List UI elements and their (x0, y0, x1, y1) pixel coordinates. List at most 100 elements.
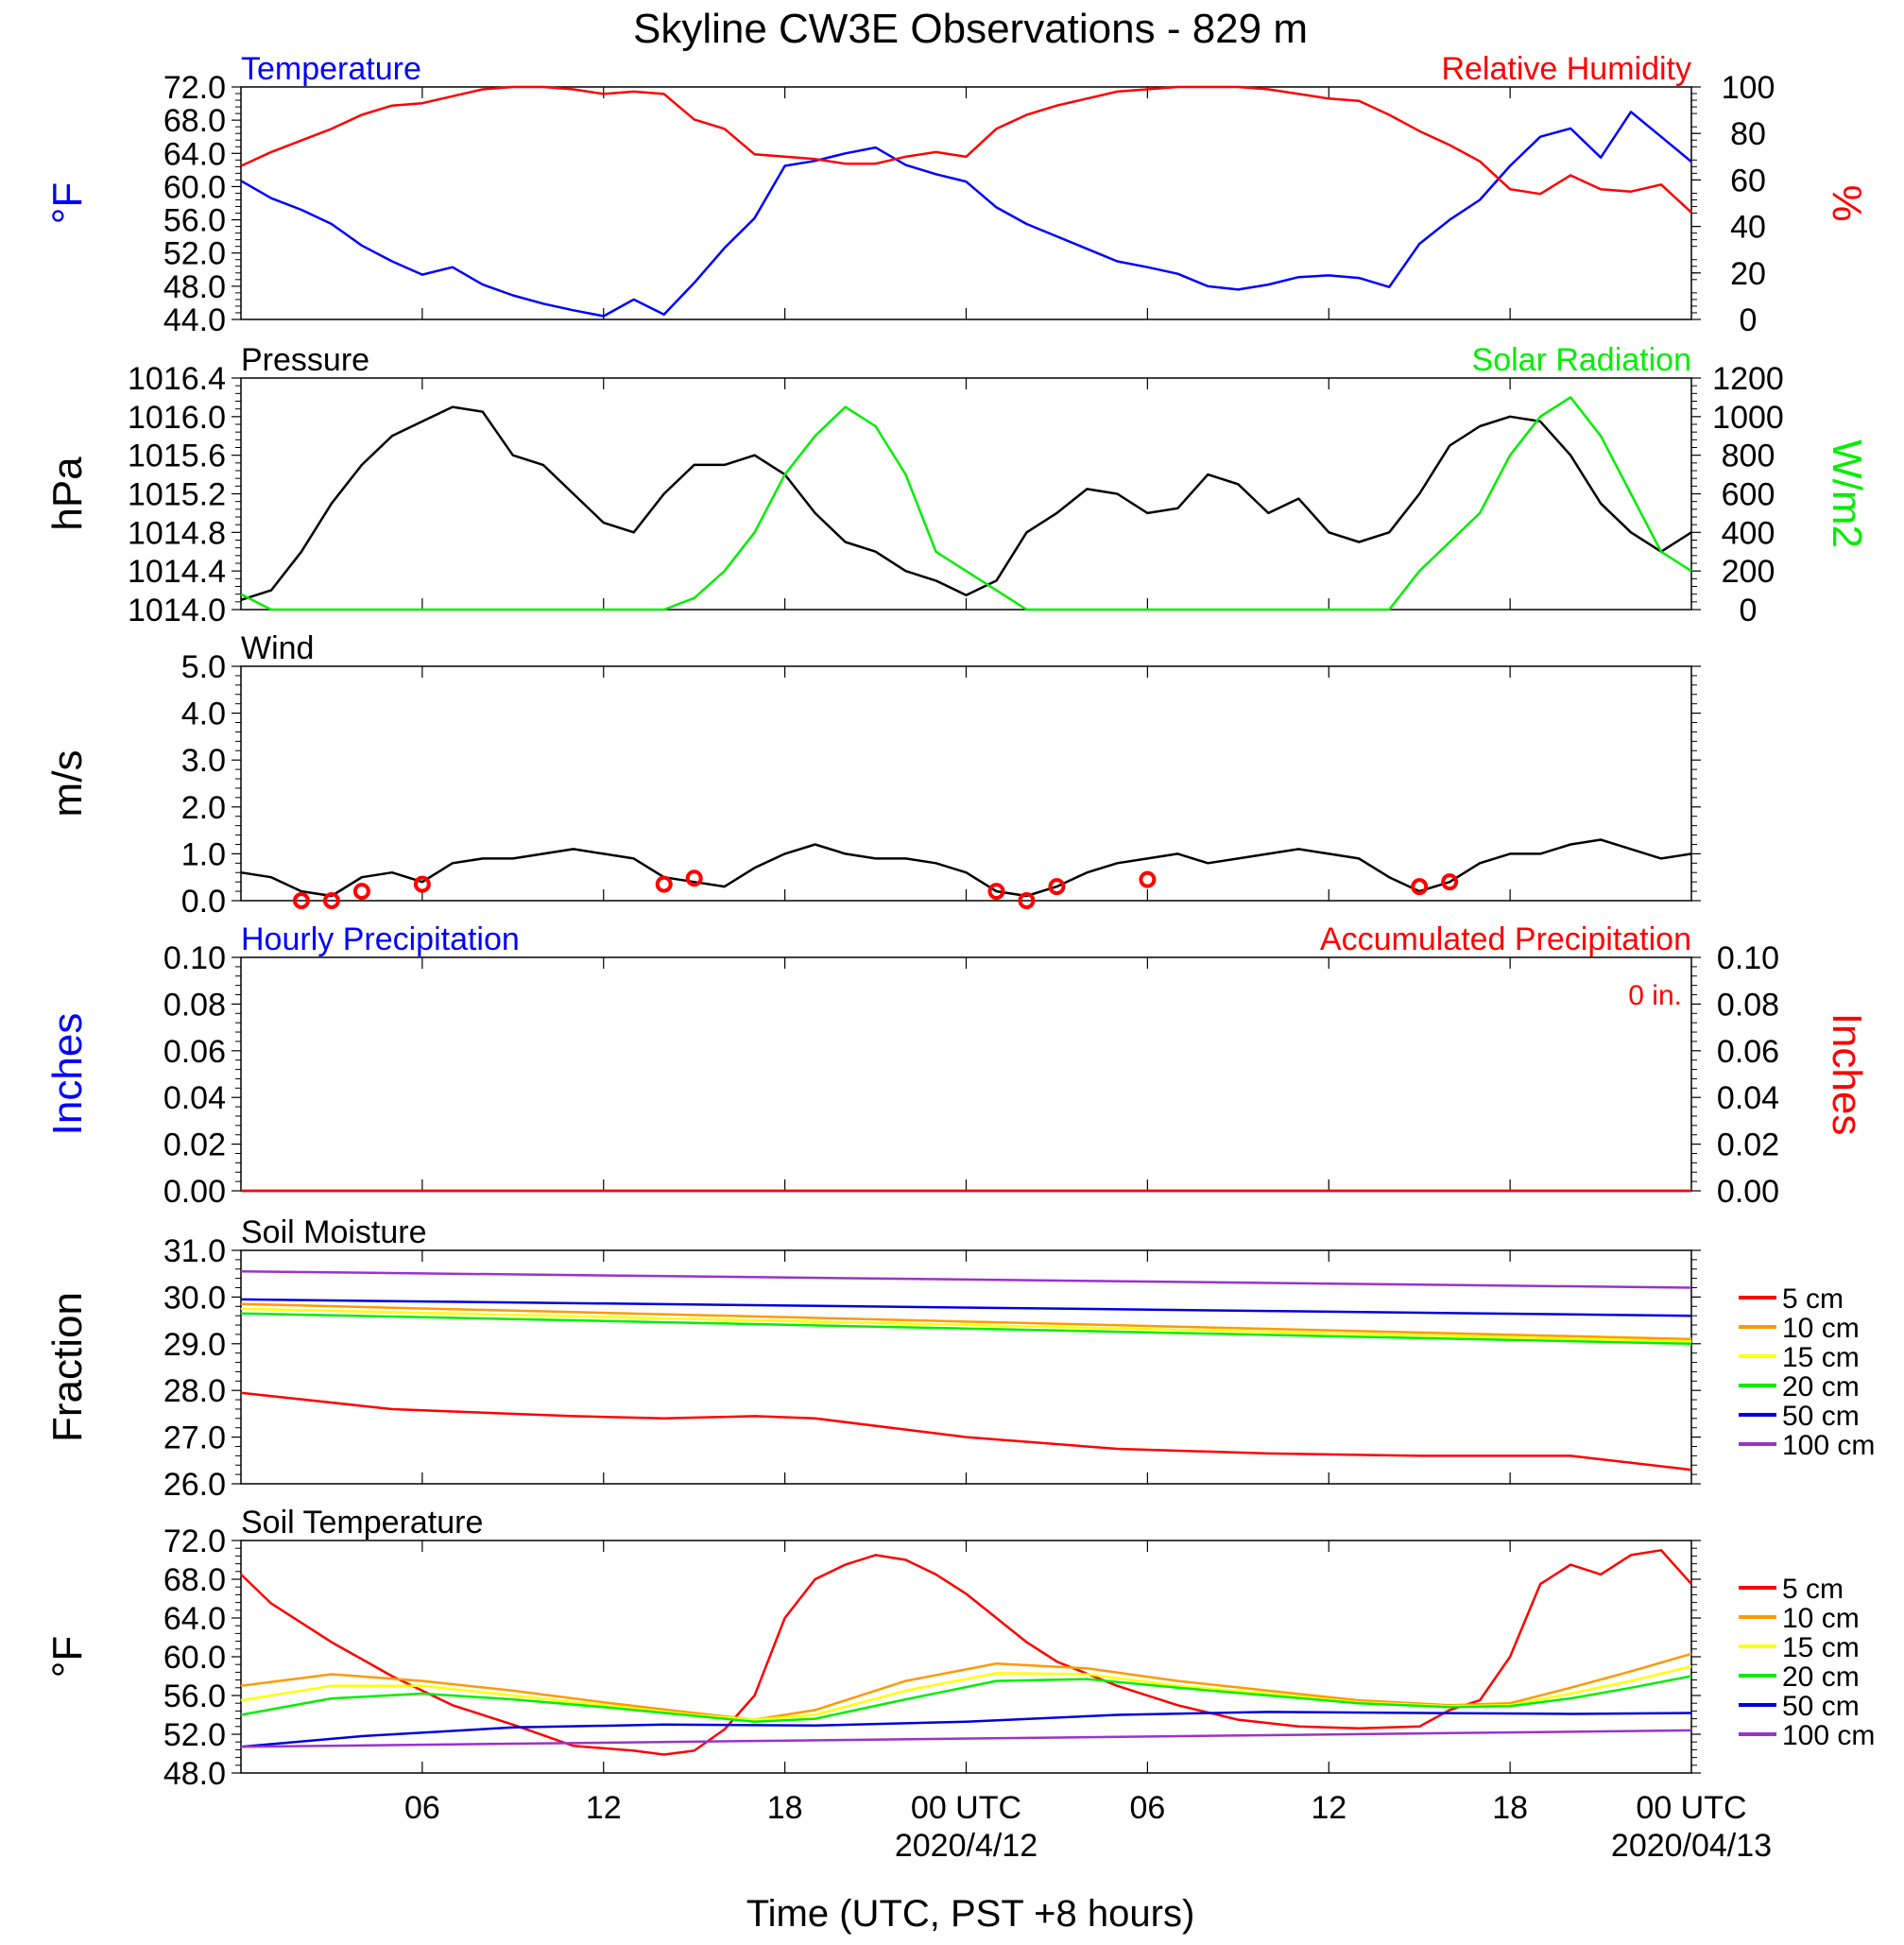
y-axis-label-right: W/m2 (1824, 439, 1870, 548)
y-tick-label-right: 60 (1730, 163, 1766, 198)
y-axis-label-right: Inches (1824, 1013, 1870, 1136)
y-tick-label-left: 1014.4 (128, 554, 226, 590)
y-tick-label-left: 56.0 (163, 1678, 226, 1714)
y-tick-label-left: 52.0 (163, 236, 226, 272)
wind-calm-marker (413, 875, 431, 893)
series-line-solar-radiation (240, 396, 1692, 611)
y-tick-label-left: 29.0 (163, 1327, 226, 1363)
x-tick-label: 06 (404, 1790, 440, 1826)
x-tick-label: 18 (1492, 1790, 1528, 1826)
panels: 72.068.064.060.056.052.048.044.010080604… (44, 51, 1875, 1792)
y-tick-label-left: 3.0 (181, 743, 226, 779)
y-tick-label-right: 100 (1722, 70, 1775, 106)
y-tick-label-right: 1200 (1712, 361, 1784, 397)
x-date-label: 2020/04/13 (1611, 1828, 1772, 1864)
y-tick-label-left: 64.0 (163, 136, 226, 172)
y-tick-label-right: 0.08 (1717, 987, 1779, 1023)
y-tick-label-right: 1000 (1712, 400, 1784, 436)
plot-frame (240, 956, 1692, 1192)
y-tick-label-left: 4.0 (181, 697, 226, 732)
y-tick-label-left: 72.0 (163, 1523, 226, 1559)
y-tick-label-left: 1016.4 (128, 361, 226, 397)
y-tick-label-left: 56.0 (163, 203, 226, 239)
legend-label: 20 cm (1782, 1371, 1860, 1403)
series-line-100-cm (240, 1269, 1692, 1289)
x-tick-label: 00 UTC (911, 1790, 1021, 1826)
x-axis-label: Time (UTC, PST +8 hours) (746, 1893, 1195, 1935)
y-tick-label-left: 1.0 (181, 836, 226, 872)
y-tick-label-left: 26.0 (163, 1467, 226, 1503)
y-tick-label-left: 1015.6 (128, 439, 226, 474)
series-line-10-cm (240, 1302, 1692, 1341)
wind-calm-marker (1048, 878, 1066, 896)
series-line-20-cm (240, 1312, 1692, 1346)
y-tick-label-right: 0 (1740, 593, 1758, 628)
panel-soil-temperature: 72.068.064.060.056.052.048.0 Soil Tempera… (44, 1505, 1875, 1792)
series-line-20-cm (240, 1675, 1692, 1723)
y-axis-label-left: °F (44, 1636, 91, 1678)
panel-title-left: Pressure (241, 342, 369, 378)
y-tick-label-left: 0.06 (163, 1034, 226, 1070)
y-axis-label-left: m/s (44, 750, 91, 818)
panel-pressure-solar: 1016.41016.01015.61015.21014.81014.41014… (44, 342, 1870, 628)
x-tick-label: 00 UTC (1636, 1790, 1746, 1826)
y-tick-label-left: 44.0 (163, 302, 226, 338)
y-tick-label-left: 68.0 (163, 103, 226, 139)
plot-frame (240, 377, 1692, 611)
series-line-50-cm (240, 1298, 1692, 1317)
y-tick-label-left: 0.00 (163, 1174, 226, 1210)
y-tick-label-right: 0.10 (1717, 940, 1779, 976)
y-tick-label-left: 68.0 (163, 1562, 226, 1598)
wind-calm-marker (1441, 873, 1459, 891)
y-axis-label-left: Fraction (44, 1292, 91, 1442)
y-tick-label-right: 400 (1722, 515, 1775, 551)
wind-calm-marker (1411, 878, 1429, 896)
y-tick-label-right: 200 (1722, 554, 1775, 590)
y-tick-label-right: 0.02 (1717, 1127, 1779, 1163)
y-tick-label-right: 0.06 (1717, 1034, 1779, 1070)
wind-calm-marker (1018, 892, 1036, 909)
legend-label: 15 cm (1782, 1342, 1860, 1373)
y-tick-label-left: 48.0 (163, 269, 226, 305)
y-tick-label-left: 0.0 (181, 884, 226, 920)
series-line-5-cm (240, 1391, 1692, 1472)
series-line-50-cm (240, 1711, 1692, 1748)
panel-temp-rh: 72.068.064.060.056.052.048.044.0 100 80 60 4… (44, 51, 1870, 338)
y-axis-label-left: hPa (44, 456, 91, 531)
wind-calm-marker (292, 892, 310, 909)
chart-title: Skyline CW3E Observations - 829 m (633, 6, 1308, 52)
legend-label: 5 cm (1782, 1574, 1844, 1605)
y-tick-label-left: 52.0 (163, 1717, 226, 1753)
y-tick-label-left: 1014.0 (128, 593, 226, 628)
y-tick-label-left: 2.0 (181, 790, 226, 826)
series-line-15-cm (240, 1307, 1692, 1343)
series-line-pressure (240, 405, 1692, 601)
panel-title-left: Hourly Precipitation (241, 921, 520, 957)
x-tick-label: 06 (1129, 1790, 1165, 1826)
panel-title-right: Solar Radiation (1472, 342, 1691, 378)
legend-label: 20 cm (1782, 1661, 1860, 1693)
wind-calm-marker (987, 883, 1005, 901)
legend-label: 10 cm (1782, 1313, 1860, 1344)
legend-label: 50 cm (1782, 1401, 1860, 1432)
y-tick-label-left: 48.0 (163, 1756, 226, 1792)
panel-title-left: Soil Moisture (241, 1214, 427, 1250)
y-tick-label-left: 1016.0 (128, 400, 226, 436)
y-tick-label-left: 0.02 (163, 1127, 226, 1163)
wind-calm-marker (352, 883, 370, 901)
wind-calm-marker (685, 869, 703, 887)
series-line-15-cm (240, 1665, 1692, 1721)
y-tick-label-left: 0.08 (163, 987, 226, 1023)
x-tick-label: 18 (767, 1790, 803, 1826)
y-tick-label-left: 64.0 (163, 1601, 226, 1637)
series-line-5-cm (240, 1549, 1692, 1756)
y-tick-label-left: 60.0 (163, 169, 226, 205)
y-tick-label-left: 28.0 (163, 1373, 226, 1409)
y-tick-label-left: 0.04 (163, 1080, 226, 1116)
panel-precip: 0.10 0.08 0.06 0.04 0.02 0.00 0.10 0.08 0.06 0.04… (44, 921, 1870, 1210)
panel-title-right: Accumulated Precipitation (1320, 921, 1691, 957)
y-tick-label-left: 1014.8 (128, 515, 226, 551)
panel-soil-moisture: 31.0 30.0 29.0 28.0 27.0 26.0 Soil Moisture Fra… (44, 1214, 1875, 1503)
y-tick-label-right: 800 (1722, 439, 1775, 474)
